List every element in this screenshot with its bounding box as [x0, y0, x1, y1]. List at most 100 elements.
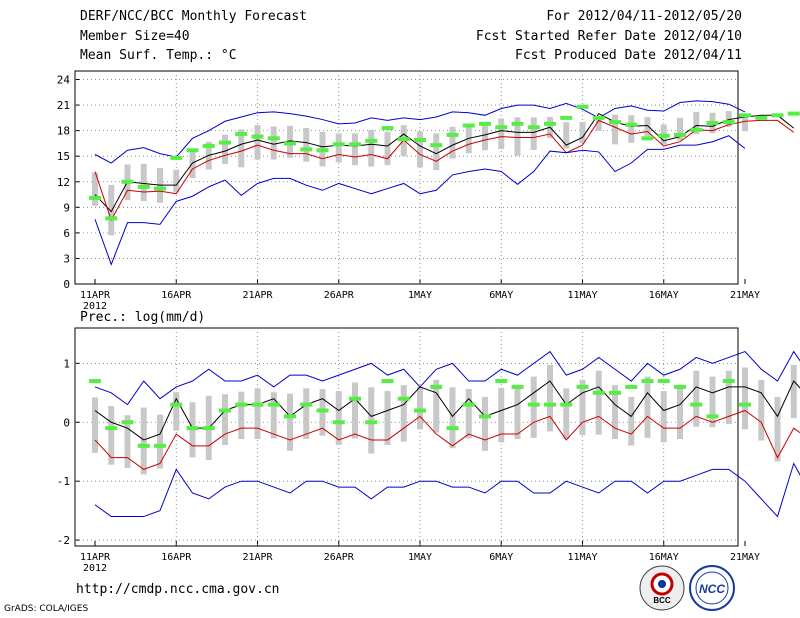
spread-bar — [238, 129, 245, 168]
spread-bar — [92, 397, 98, 453]
x-year-label: 2012 — [83, 301, 107, 312]
spread-bar — [482, 396, 488, 451]
series-line-ensemble-lower — [94, 119, 795, 222]
x-tick-label: 16APR — [161, 290, 192, 301]
y-tick-label: 6 — [63, 227, 70, 240]
observed-marker — [202, 143, 215, 148]
observed-marker — [544, 402, 556, 407]
observed-marker — [154, 443, 166, 448]
series-line-ensemble-lower — [94, 409, 800, 470]
observed-marker — [625, 122, 638, 127]
spread-bar — [287, 393, 293, 451]
observed-marker — [690, 402, 703, 407]
spread-bar — [677, 117, 683, 141]
spread-bar — [352, 133, 358, 166]
spread-bar — [498, 118, 505, 150]
observed-marker — [576, 104, 589, 109]
y-tick-label: 12 — [57, 176, 70, 189]
observed-marker — [349, 142, 361, 147]
observed-marker — [641, 136, 654, 141]
x-tick-label: 11MAY — [567, 552, 597, 563]
spread-bar — [579, 121, 586, 144]
observed-marker — [511, 121, 524, 126]
spread-bar — [644, 117, 651, 137]
spread-bar — [124, 415, 131, 468]
observed-marker — [316, 148, 329, 153]
spread-bar — [157, 414, 163, 469]
observed-marker — [462, 402, 475, 407]
precip-panel-title: Prec.: log(mm/d) — [80, 310, 206, 325]
observed-marker — [609, 120, 621, 125]
x-tick-label: 16MAY — [649, 290, 679, 301]
observed-marker — [219, 140, 231, 145]
observed-marker — [300, 402, 313, 407]
observed-marker — [202, 426, 215, 431]
observed-marker — [89, 195, 101, 200]
observed-marker — [430, 143, 443, 148]
observed-marker — [690, 127, 703, 132]
x-tick-label: 11APR — [80, 552, 111, 563]
observed-marker — [641, 379, 654, 384]
observed-marker — [495, 125, 508, 130]
y-tick-label: 9 — [63, 201, 70, 214]
observed-marker — [105, 426, 118, 431]
x-tick-label: 26APR — [324, 552, 355, 563]
spread-bar — [384, 391, 391, 445]
spread-bar — [677, 385, 683, 440]
observed-marker — [755, 115, 768, 120]
x-tick-label: 16APR — [161, 552, 192, 563]
started-refer-date: Fcst Started Refer Date 2012/04/10 — [475, 29, 742, 44]
observed-marker — [544, 121, 556, 126]
panel-frame — [74, 327, 739, 547]
spread-bar — [563, 122, 570, 149]
observed-marker — [235, 132, 248, 137]
spread-bar — [352, 382, 358, 439]
observed-marker — [706, 120, 719, 125]
source-url[interactable]: http://cmdp.ncc.cma.gov.cn — [76, 582, 280, 597]
y-tick-label: -1 — [57, 475, 70, 488]
x-tick-label: 1MAY — [408, 290, 432, 301]
y-tick-label: 24 — [57, 74, 71, 87]
observed-marker — [381, 126, 394, 131]
spread-bar — [595, 370, 602, 435]
spread-bar — [742, 114, 748, 132]
observed-marker — [787, 111, 800, 116]
spread-bar — [774, 396, 781, 462]
spread-bar — [628, 396, 635, 446]
spread-bar — [482, 124, 488, 151]
observed-marker — [609, 390, 621, 395]
x-tick-label: 6MAY — [489, 552, 513, 563]
spread-bar — [140, 407, 147, 475]
y-tick-label: 1 — [63, 357, 70, 370]
observed-marker — [479, 414, 491, 419]
x-tick-label: 11APR — [80, 290, 111, 301]
spread-bar — [628, 115, 635, 143]
spread-bar — [547, 364, 553, 432]
spread-bar — [173, 392, 180, 431]
spread-bar — [108, 406, 115, 465]
observed-marker — [332, 142, 345, 147]
spread-bar — [222, 134, 228, 165]
observed-marker — [674, 384, 686, 389]
x-tick-label: 21MAY — [730, 290, 760, 301]
x-tick-label: 21APR — [242, 552, 273, 563]
observed-marker — [365, 138, 378, 143]
observed-marker — [479, 121, 491, 126]
spread-bar — [335, 391, 342, 445]
observed-marker — [625, 384, 638, 389]
observed-marker — [186, 148, 199, 153]
observed-marker — [267, 402, 280, 407]
observed-marker — [332, 420, 345, 425]
observed-marker — [121, 179, 134, 184]
spread-bar — [254, 125, 261, 160]
x-year-label: 2012 — [83, 563, 107, 574]
observed-marker — [397, 396, 410, 401]
spread-bar — [270, 392, 277, 439]
observed-marker — [284, 141, 296, 146]
observed-marker — [657, 133, 670, 138]
y-tick-label: -2 — [57, 534, 70, 547]
member-size: Member Size=40 — [80, 29, 190, 44]
x-tick-label: 11MAY — [567, 290, 597, 301]
spread-bar — [238, 391, 245, 440]
